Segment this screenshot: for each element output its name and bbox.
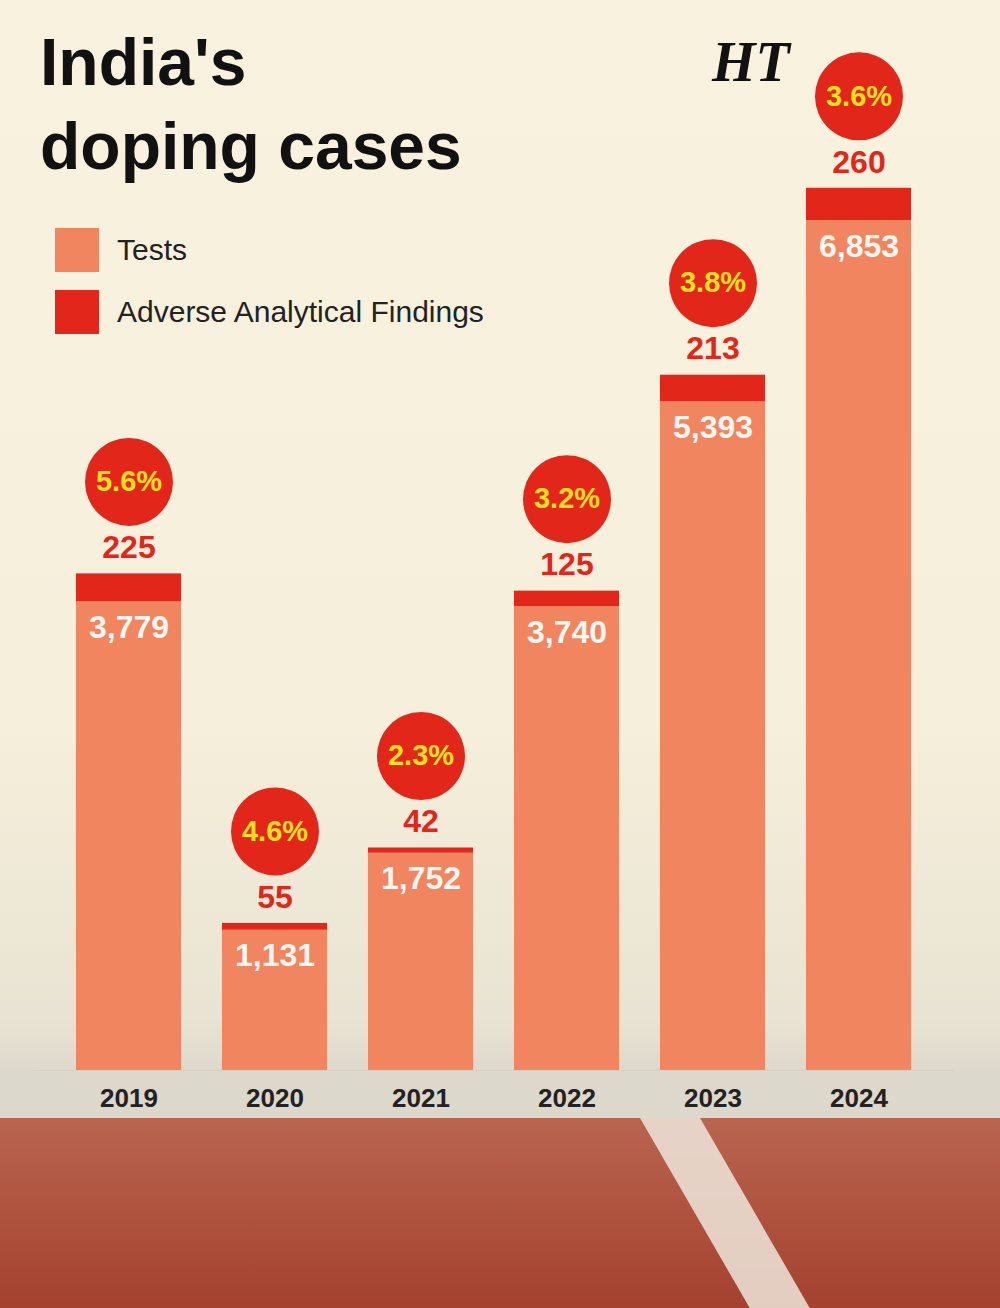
svg-text:213: 213 [686,330,739,366]
svg-text:2022: 2022 [538,1083,596,1113]
html-text:Tests: Tests [117,233,187,266]
svg-text:260: 260 [832,144,885,180]
svg-text:4.6%: 4.6% [242,815,308,847]
svg-text:2020: 2020 [246,1083,304,1113]
svg-text:6,853: 6,853 [819,228,899,264]
svg-text:42: 42 [403,803,439,839]
html-text:Adverse Analytical Findings: Adverse Analytical Findings [117,295,484,328]
svg-text:1,131: 1,131 [235,937,315,973]
svg-text:125: 125 [540,546,593,582]
html-text:doping cases: doping cases [40,109,462,183]
svg-text:55: 55 [257,879,293,915]
svg-text:5.6%: 5.6% [96,465,162,497]
svg-text:5,393: 5,393 [673,409,753,445]
svg-text:2019: 2019 [100,1083,158,1113]
svg-text:3.6%: 3.6% [826,80,892,112]
svg-text:3,779: 3,779 [89,609,169,645]
html-text:HT: HT [712,31,790,93]
svg-text:2023: 2023 [684,1083,742,1113]
svg-text:2024: 2024 [830,1083,888,1113]
html-text:India's: India's [40,25,247,99]
svg-text:3,740: 3,740 [527,614,607,650]
svg-text:3.8%: 3.8% [680,266,746,298]
svg-text:2021: 2021 [392,1083,450,1113]
svg-text:225: 225 [102,529,155,565]
svg-text:2.3%: 2.3% [388,739,454,771]
svg-text:3.2%: 3.2% [534,482,600,514]
svg-text:1,752: 1,752 [381,860,461,896]
